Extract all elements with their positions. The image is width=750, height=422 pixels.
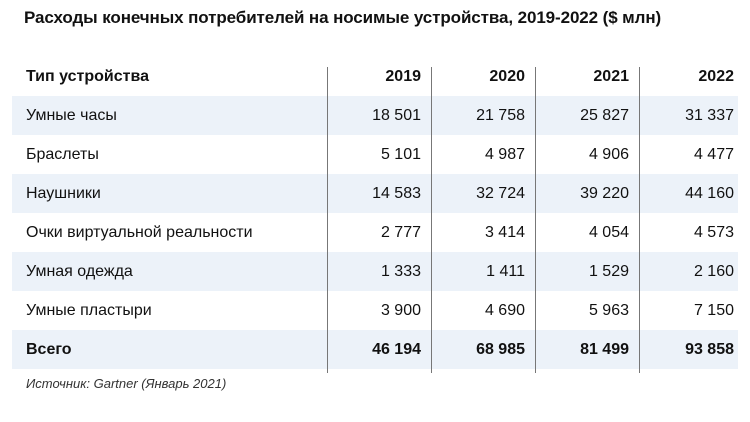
cell-value: 5 963 [588, 301, 629, 319]
column-divider [535, 67, 536, 373]
row-label: Умные часы [26, 106, 117, 124]
cell-value: 2 777 [380, 223, 421, 241]
row-label: Браслеты [26, 145, 99, 163]
header-year-2022: 2022 [698, 67, 734, 85]
header-year-2021: 2021 [593, 67, 629, 85]
cell-value: 18 501 [372, 106, 421, 124]
total-value: 46 194 [372, 340, 421, 358]
row-label: Очки виртуальной реальности [26, 223, 253, 241]
table-title: Расходы конечных потребителей на носимые… [24, 8, 662, 27]
cell-value: 1 333 [380, 262, 421, 280]
cell-value: 1 529 [588, 262, 629, 280]
cell-value: 2 160 [693, 262, 734, 280]
row-label: Умные пластыри [26, 301, 152, 319]
cell-value: 14 583 [372, 184, 421, 202]
cell-value: 4 987 [484, 145, 525, 163]
column-divider [431, 67, 432, 373]
cell-value: 44 160 [685, 184, 734, 202]
table-row: Очки виртуальной реальности 2 777 3 414 … [12, 213, 738, 252]
cell-value: 4 573 [693, 223, 734, 241]
cell-value: 7 150 [693, 301, 734, 319]
cell-value: 21 758 [476, 106, 525, 124]
header-year-2020: 2020 [489, 67, 525, 85]
data-table: Тип устройства 2019 2020 2021 2022 Умные… [12, 57, 738, 369]
table-row: Браслеты 5 101 4 987 4 906 4 477 [12, 135, 738, 174]
header-device-type: Тип устройства [26, 67, 149, 85]
source-note: Источник: Gartner (Январь 2021) [26, 376, 227, 391]
cell-value: 25 827 [580, 106, 629, 124]
cell-value: 31 337 [685, 106, 734, 124]
cell-value: 3 414 [484, 223, 525, 241]
table-row: Умная одежда 1 333 1 411 1 529 2 160 [12, 252, 738, 291]
row-label: Наушники [26, 184, 101, 202]
cell-value: 4 690 [484, 301, 525, 319]
cell-value: 5 101 [380, 145, 421, 163]
table-header-row: Тип устройства 2019 2020 2021 2022 [12, 57, 738, 96]
table-row: Наушники 14 583 32 724 39 220 44 160 [12, 174, 738, 213]
column-divider [639, 67, 640, 373]
total-value: 68 985 [476, 340, 525, 358]
total-label: Всего [26, 340, 72, 358]
cell-value: 3 900 [380, 301, 421, 319]
table-row: Умные пластыри 3 900 4 690 5 963 7 150 [12, 291, 738, 330]
header-year-2019: 2019 [385, 67, 421, 85]
cell-value: 4 906 [588, 145, 629, 163]
total-value: 93 858 [685, 340, 734, 358]
row-label: Умная одежда [26, 262, 133, 280]
total-value: 81 499 [580, 340, 629, 358]
cell-value: 4 054 [588, 223, 629, 241]
table-total-row: Всего 46 194 68 985 81 499 93 858 [12, 330, 738, 369]
column-divider [327, 67, 328, 373]
cell-value: 32 724 [476, 184, 525, 202]
table-row: Умные часы 18 501 21 758 25 827 31 337 [12, 96, 738, 135]
cell-value: 39 220 [580, 184, 629, 202]
cell-value: 1 411 [486, 262, 525, 280]
cell-value: 4 477 [693, 145, 734, 163]
